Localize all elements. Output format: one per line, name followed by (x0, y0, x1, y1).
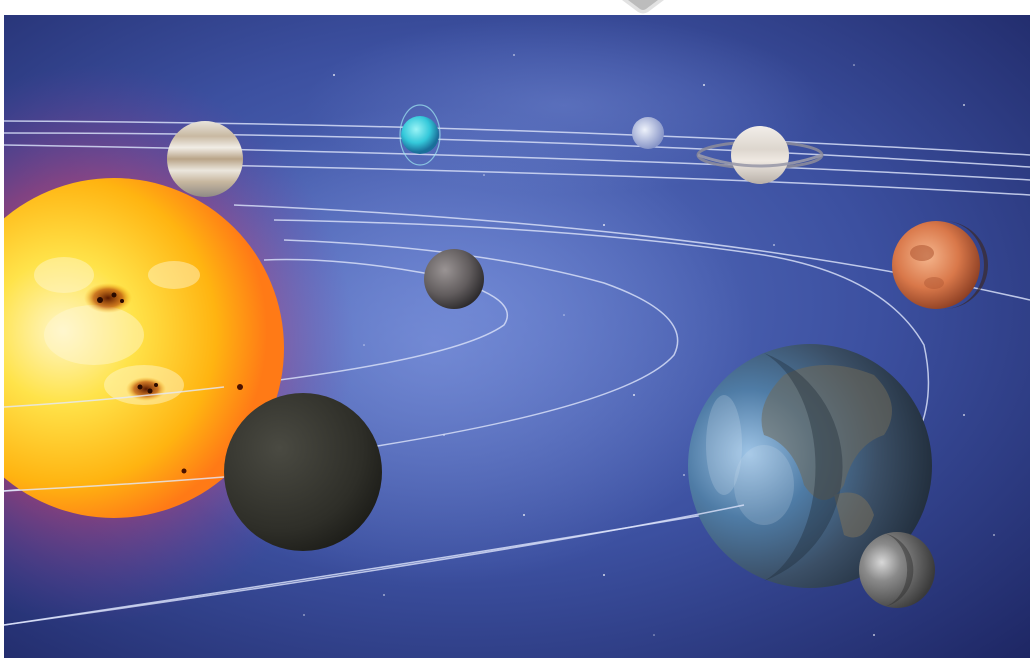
top-notch-shape (622, 0, 664, 14)
jupiter (167, 121, 243, 197)
mars-surface-mark-2 (924, 277, 944, 289)
mercury (424, 249, 484, 309)
nebula-glow-2 (304, 15, 824, 195)
mars-surface-mark (910, 245, 934, 261)
saturn-ring-front (697, 153, 823, 168)
earth-shadow (764, 353, 843, 581)
stars (303, 54, 995, 636)
solar-system-illustration (4, 15, 1030, 658)
uranus-ring (399, 104, 441, 166)
moon-shadow (884, 533, 914, 607)
saturn (731, 126, 789, 184)
mars (892, 221, 980, 309)
scene-svg (4, 15, 1030, 658)
venus (224, 393, 382, 551)
neptune (632, 117, 664, 149)
earth-land (706, 365, 892, 538)
orbit-line-earth-front (4, 504, 745, 626)
uranus (401, 116, 439, 154)
orbit-lines-front (4, 386, 225, 492)
moon (859, 532, 935, 608)
sun (4, 178, 284, 518)
sunspots (84, 283, 243, 474)
